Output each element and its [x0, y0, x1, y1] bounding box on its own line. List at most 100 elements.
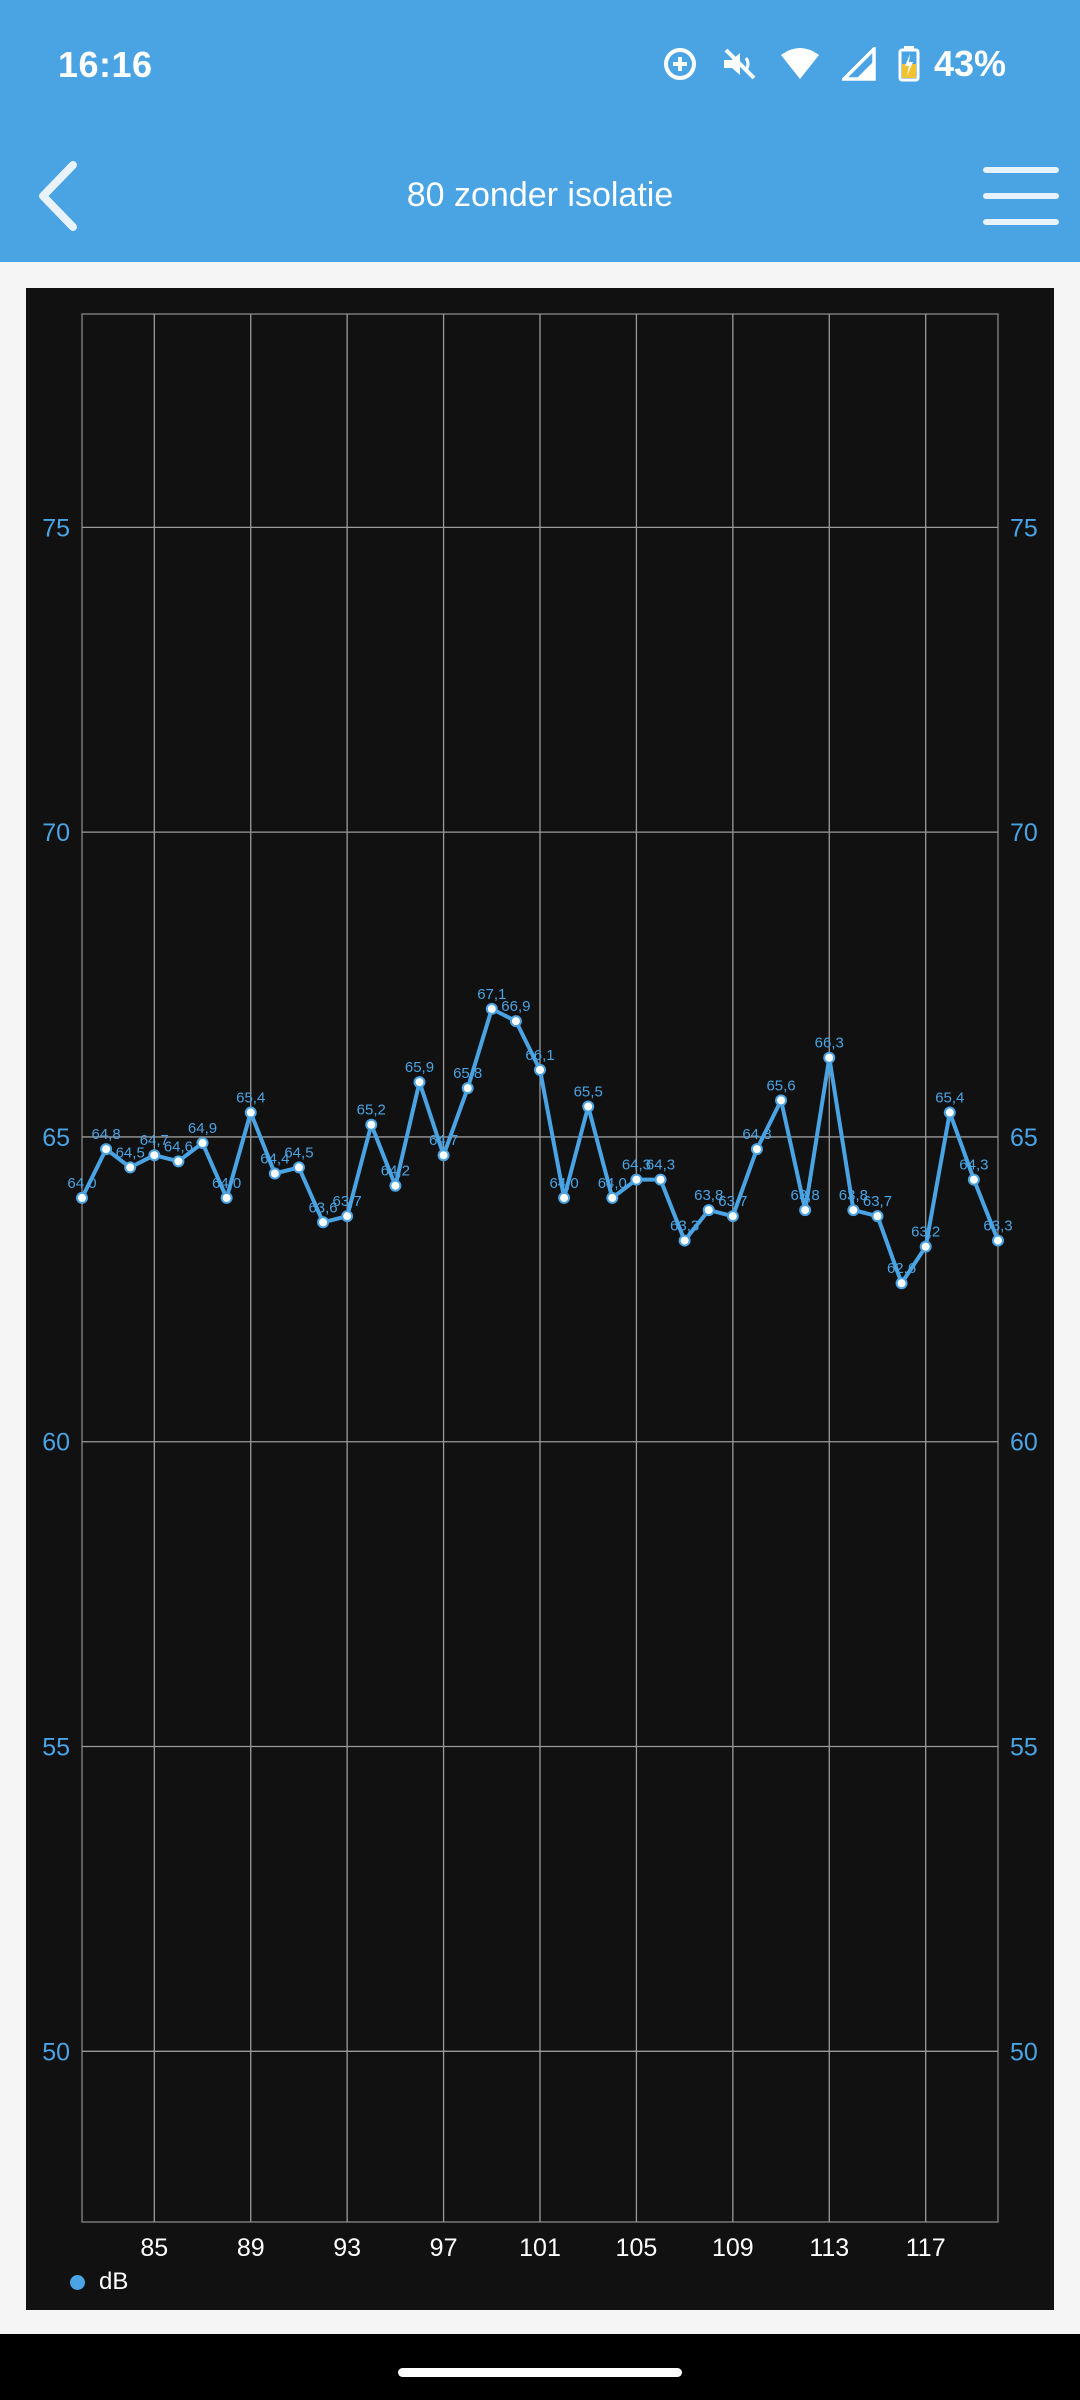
line-chart: 50 50 55 55 60 60 65 65 70 70 75 75 85 89 93 97 101 105 10… [42, 313, 1038, 2262]
status-icons: 43% [662, 42, 1006, 86]
chevron-left-icon [39, 161, 77, 231]
data-point [919, 1240, 932, 1253]
y-tick-label-left: 70 [42, 819, 70, 847]
data-label: 64,7 [429, 1132, 458, 1149]
data-label: 67,1 [477, 986, 506, 1003]
data-point [582, 1100, 595, 1113]
data-point [823, 1051, 836, 1064]
data-label: 64,2 [381, 1163, 410, 1180]
data-point [943, 1106, 956, 1119]
x-tick-label: 117 [906, 2234, 946, 2262]
data-label: 65,8 [453, 1065, 482, 1082]
data-label: 65,5 [574, 1083, 603, 1100]
data-label: 64,9 [188, 1120, 217, 1137]
data-point [341, 1210, 354, 1223]
data-point [485, 1002, 498, 1015]
data-point [389, 1179, 402, 1192]
data-label: 63,7 [718, 1193, 747, 1210]
data-label: 66,3 [815, 1035, 844, 1052]
data-point [702, 1204, 715, 1217]
data-label: 64,4 [260, 1151, 289, 1168]
chart-panel: 50 50 55 55 60 60 65 65 70 70 75 75 85 89 93 97 101 105 10… [26, 288, 1054, 2310]
data-label: 64,0 [212, 1175, 241, 1192]
data-point [292, 1161, 305, 1174]
y-tick-label-right: 70 [1010, 819, 1038, 847]
wifi-icon [780, 48, 819, 79]
battery-percent: 43% [933, 43, 1006, 84]
data-label: 64,5 [116, 1144, 145, 1161]
data-label: 64,6 [164, 1138, 193, 1155]
y-tick-label-left: 75 [42, 514, 70, 542]
data-point [413, 1076, 426, 1089]
data-point [365, 1118, 378, 1131]
x-tick-label: 105 [616, 2234, 658, 2262]
y-tick-label-left: 60 [42, 1429, 70, 1457]
data-label: 63,3 [983, 1218, 1012, 1235]
data-saver-icon [663, 48, 696, 80]
chart-legend: dB [70, 2268, 128, 2296]
data-point [172, 1155, 185, 1168]
data-point [268, 1167, 281, 1180]
data-label: 64,3 [646, 1157, 675, 1174]
data-label: 63,8 [694, 1187, 723, 1204]
page-title: 80 zonder isolatie [406, 176, 674, 214]
x-tick-label: 97 [430, 2234, 458, 2262]
data-point [654, 1173, 667, 1186]
menu-button[interactable] [976, 160, 1066, 232]
y-tick-label-left: 50 [42, 2038, 70, 2066]
y-tick-label-right: 55 [1010, 1734, 1038, 1762]
data-point [992, 1234, 1004, 1247]
data-label: 63,7 [863, 1193, 892, 1210]
y-tick-label-right: 75 [1010, 514, 1038, 542]
y-tick-label-right: 60 [1010, 1429, 1038, 1457]
data-label: 64,5 [284, 1144, 313, 1161]
data-point [534, 1063, 546, 1076]
data-label: 65,2 [357, 1102, 386, 1119]
y-tick-label-right: 65 [1010, 1124, 1038, 1152]
x-tick-label: 85 [140, 2234, 168, 2262]
x-tick-label: 109 [712, 2234, 754, 2262]
data-point [871, 1210, 884, 1223]
status-bar: 16:16 43% [0, 0, 1080, 130]
x-tick-label: 113 [809, 2234, 849, 2262]
menu-icon [983, 167, 1059, 225]
data-point [196, 1137, 209, 1150]
data-point [317, 1216, 330, 1229]
vibrate-off-icon [723, 48, 756, 80]
status-time: 16:16 [58, 44, 153, 85]
data-label: 64,3 [622, 1157, 651, 1174]
navigation-bar [0, 2334, 1080, 2400]
data-point [895, 1277, 908, 1290]
data-label: 63,3 [670, 1218, 699, 1235]
data-label: 65,9 [405, 1059, 434, 1076]
data-point [509, 1015, 522, 1028]
data-label: 64,3 [959, 1157, 988, 1174]
data-label: 63,8 [791, 1187, 820, 1204]
data-point [967, 1173, 980, 1186]
data-point [148, 1149, 161, 1162]
data-label: 63,2 [911, 1224, 940, 1241]
data-point [244, 1106, 257, 1119]
data-label: 63,7 [333, 1193, 362, 1210]
data-point [799, 1204, 812, 1217]
app-bar: 80 zonder isolatie [0, 130, 1080, 262]
data-point [437, 1149, 450, 1162]
y-tick-label-left: 55 [42, 1734, 70, 1762]
back-button[interactable] [18, 156, 98, 236]
data-point [76, 1191, 88, 1204]
x-tick-label: 93 [333, 2234, 361, 2262]
x-tick-label: 101 [519, 2234, 561, 2262]
data-point [606, 1191, 619, 1204]
home-indicator[interactable] [398, 2368, 682, 2377]
data-point [678, 1234, 691, 1247]
y-tick-label-right: 50 [1010, 2038, 1038, 2066]
y-tick-label-left: 65 [42, 1124, 70, 1152]
data-label: 64,0 [550, 1175, 579, 1192]
data-point [220, 1191, 233, 1204]
x-tick-label: 89 [237, 2234, 265, 2262]
data-label: 64,7 [140, 1132, 169, 1149]
signal-icon [841, 47, 876, 81]
data-point [630, 1173, 643, 1186]
data-label: 65,4 [935, 1090, 964, 1107]
data-label: 65,4 [236, 1090, 265, 1107]
